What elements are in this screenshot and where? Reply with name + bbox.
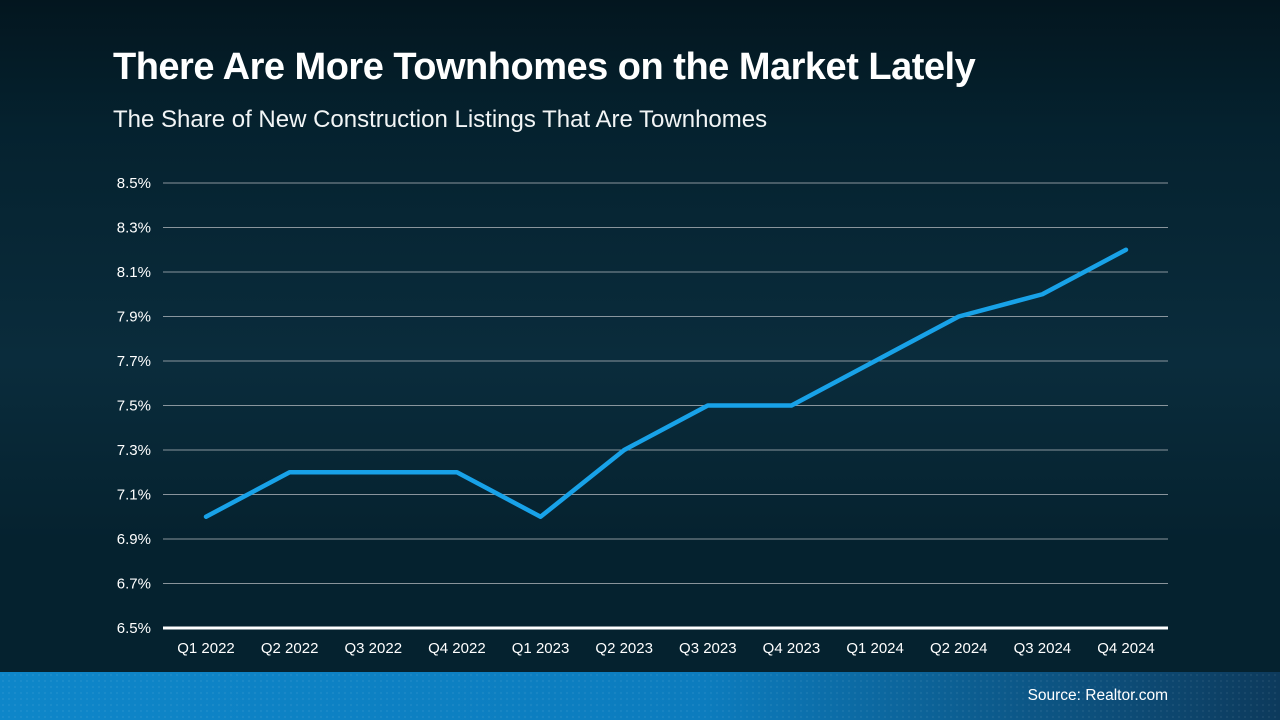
y-tick-label: 7.3% [117,442,151,459]
y-tick-label: 6.5% [117,620,151,637]
x-tick-label: Q3 2023 [679,640,737,657]
x-tick-label: Q1 2022 [177,640,235,657]
chart-title: There Are More Townhomes on the Market L… [113,46,976,88]
x-tick-label: Q3 2024 [1014,640,1072,657]
x-tick-label: Q2 2022 [261,640,319,657]
y-tick-label: 7.7% [117,353,151,370]
y-tick-label: 6.7% [117,576,151,593]
x-tick-label: Q4 2024 [1097,640,1155,657]
x-tick-label: Q2 2024 [930,640,988,657]
source-text: Source: Realtor.com [1027,687,1168,704]
y-tick-label: 8.1% [117,264,151,281]
y-tick-label: 7.5% [117,398,151,415]
x-tick-label: Q4 2022 [428,640,486,657]
data-line [203,247,1129,519]
x-tick-label: Q2 2023 [595,640,653,657]
y-tick-label: 8.3% [117,220,151,237]
y-tick-label: 7.1% [117,487,151,504]
y-tick-label: 7.9% [117,309,151,326]
x-tick-label: Q3 2022 [344,640,402,657]
footer-bar: Source: Realtor.com [0,672,1280,720]
chart-subtitle: The Share of New Construction Listings T… [113,106,768,133]
y-tick-label: 8.5% [117,175,151,192]
y-tick-label: 6.9% [117,531,151,548]
x-tick-label: Q1 2023 [512,640,570,657]
x-tick-label: Q1 2024 [846,640,904,657]
x-tick-label: Q4 2023 [763,640,821,657]
